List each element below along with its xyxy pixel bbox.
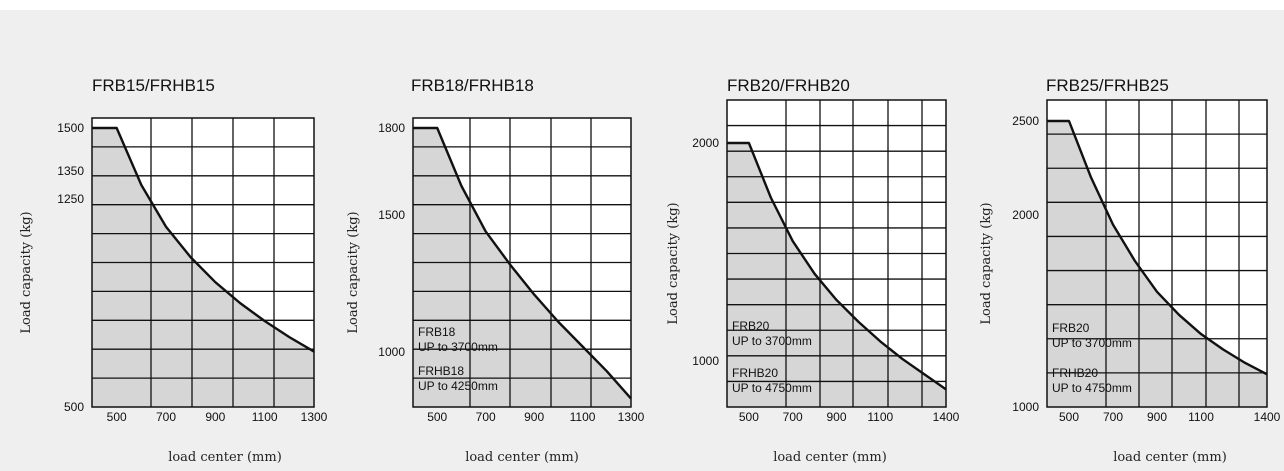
x-axis-label: load center (mm) xyxy=(168,450,282,465)
plot-frame xyxy=(412,117,632,408)
x-tick-label: 1100 xyxy=(252,410,278,424)
x-tick-label: 700 xyxy=(156,410,176,424)
x-tick-label: 1100 xyxy=(867,410,893,424)
x-tick-label: 700 xyxy=(783,410,803,424)
chart-title: FRB25/FRHB25 xyxy=(1046,76,1169,95)
x-tick-label: 1300 xyxy=(618,410,645,424)
capacity-curve xyxy=(1047,119,1268,376)
chart-title: FRB15/FRHB15 xyxy=(92,76,215,95)
note-range: UP to 4750mm xyxy=(1052,381,1132,395)
x-tick-label: 900 xyxy=(524,410,544,424)
plot-frame xyxy=(726,99,947,408)
capacity-curve xyxy=(727,141,947,391)
x-tick-label: 900 xyxy=(205,410,225,424)
plot-frame xyxy=(1046,99,1268,408)
note-model: FRHB18 xyxy=(418,364,464,378)
chart-panel: FRB15/FRHB15 500 1250 1350 1500 500 700 900 1100… xyxy=(0,10,1284,471)
x-tick-label: 500 xyxy=(1059,410,1079,424)
x-tick-label: 700 xyxy=(1103,410,1123,424)
note-range: UP to 4750mm xyxy=(732,381,812,395)
chart-title: FRB18/FRHB18 xyxy=(411,76,534,95)
y-axis-label: Load capacity (kg) xyxy=(666,202,681,324)
y-tick-label: 1500 xyxy=(378,208,405,222)
note-range: UP to 4250mm xyxy=(418,379,498,393)
note-model: FRB18 xyxy=(418,325,456,339)
x-tick-label: 700 xyxy=(476,410,496,424)
x-tick-label: 900 xyxy=(826,410,846,424)
note-model: FRB20 xyxy=(1052,321,1090,335)
plot-frame xyxy=(91,117,315,408)
x-tick-label: 1300 xyxy=(301,410,328,424)
y-tick-label: 2000 xyxy=(692,136,719,150)
note-range: UP to 3700mm xyxy=(1052,336,1132,350)
x-tick-label: 500 xyxy=(107,410,127,424)
y-tick-label: 1350 xyxy=(57,164,84,178)
x-tick-label: 1400 xyxy=(1254,410,1281,424)
note-range: UP to 3700mm xyxy=(418,340,498,354)
chart-title: FRB20/FRHB20 xyxy=(727,76,850,95)
y-axis-label: Load capacity (kg) xyxy=(19,211,34,333)
x-tick-label: 500 xyxy=(739,410,759,424)
x-tick-label: 1100 xyxy=(570,410,596,424)
x-tick-label: 1100 xyxy=(1188,410,1214,424)
note-range: UP to 3700mm xyxy=(732,334,812,348)
note-model: FRHB20 xyxy=(732,366,778,380)
note-model: FRB20 xyxy=(732,319,770,333)
x-axis-label: load center (mm) xyxy=(1113,450,1227,465)
y-tick-label: 500 xyxy=(64,400,84,414)
y-tick-label: 2500 xyxy=(1012,114,1039,128)
y-tick-label: 1000 xyxy=(692,354,719,368)
x-axis-label: load center (mm) xyxy=(773,450,887,465)
charts-canvas: FRB15/FRHB15 500 1250 1350 1500 500 700 900 1100… xyxy=(19,76,1281,465)
y-tick-label: 1250 xyxy=(57,192,84,206)
y-tick-label: 1800 xyxy=(378,121,405,135)
y-tick-label: 1000 xyxy=(1012,400,1039,414)
chart-1: FRB15/FRHB15 500 1250 1350 1500 500 700 900 1100… xyxy=(19,76,328,465)
x-tick-label: 900 xyxy=(1147,410,1167,424)
capacity-area xyxy=(1047,121,1267,407)
x-tick-label: 1400 xyxy=(933,410,960,424)
capacity-curve xyxy=(92,126,315,353)
note-model: FRHB20 xyxy=(1052,366,1098,380)
y-tick-label: 1000 xyxy=(378,345,405,359)
x-tick-label: 500 xyxy=(427,410,447,424)
y-axis-label: Load capacity (kg) xyxy=(979,202,994,324)
capacity-area xyxy=(727,143,946,407)
y-tick-label: 2000 xyxy=(1012,208,1039,222)
x-axis-label: load center (mm) xyxy=(465,450,579,465)
y-axis-label: Load capacity (kg) xyxy=(346,211,361,333)
capacity-curve xyxy=(413,126,632,400)
y-tick-label: 1500 xyxy=(57,121,84,135)
